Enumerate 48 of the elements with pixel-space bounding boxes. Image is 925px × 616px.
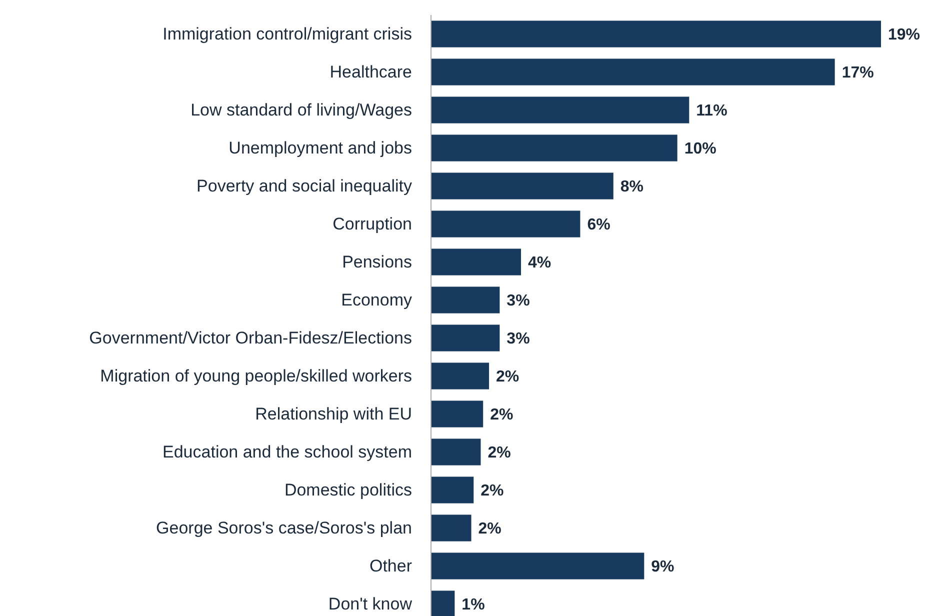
data-label: 2% (490, 406, 514, 424)
bar (431, 172, 614, 200)
y-tick-label: Corruption (332, 214, 412, 234)
bar (431, 362, 490, 390)
y-tick-label: George Soros's case/Soros's plan (156, 518, 412, 538)
data-label: 8% (620, 178, 644, 196)
data-label: 2% (496, 368, 520, 386)
data-label: 6% (587, 216, 610, 234)
y-tick-label: Poverty and social inequality (196, 176, 412, 196)
y-tick-label: Don't know (328, 594, 413, 614)
bar (431, 134, 678, 162)
y-tick-label: Healthcare (330, 62, 412, 82)
data-label: 19% (888, 26, 920, 44)
bar (431, 514, 472, 542)
y-tick-label: Low standard of living/Wages (190, 100, 412, 120)
y-tick-label: Government/Victor Orban-Fidesz/Elections (89, 328, 412, 348)
bar (431, 20, 881, 48)
bar (431, 96, 690, 124)
data-label: 11% (696, 102, 728, 120)
data-label: 17% (842, 64, 874, 82)
bar (431, 476, 474, 504)
data-label: 1% (462, 596, 485, 614)
y-tick-label: Education and the school system (162, 442, 412, 462)
data-label: 2% (478, 520, 502, 538)
data-label: 3% (506, 330, 530, 348)
bar (431, 400, 484, 428)
y-tick-label: Economy (341, 290, 412, 310)
data-label: 3% (506, 292, 530, 310)
y-tick-label: Immigration control/migrant crisis (162, 24, 412, 44)
data-label: 4% (528, 254, 552, 272)
y-tick-label: Migration of young people/skilled workers (100, 366, 412, 386)
y-tick-label: Relationship with EU (255, 404, 412, 424)
data-label: 9% (651, 558, 674, 576)
y-tick-label: Pensions (342, 252, 412, 272)
bar (431, 286, 500, 314)
bar (431, 58, 835, 86)
data-label: 2% (480, 482, 504, 500)
y-tick-label: Unemployment and jobs (228, 138, 412, 158)
bar (431, 210, 580, 238)
y-tick-label: Other (369, 556, 412, 576)
data-label: 10% (684, 140, 716, 158)
bar (431, 324, 500, 352)
bar (431, 552, 644, 580)
bar (431, 438, 481, 466)
y-tick-label: Domestic politics (284, 480, 412, 500)
bar (431, 590, 455, 616)
data-label: 2% (488, 444, 511, 462)
bar (431, 248, 521, 276)
